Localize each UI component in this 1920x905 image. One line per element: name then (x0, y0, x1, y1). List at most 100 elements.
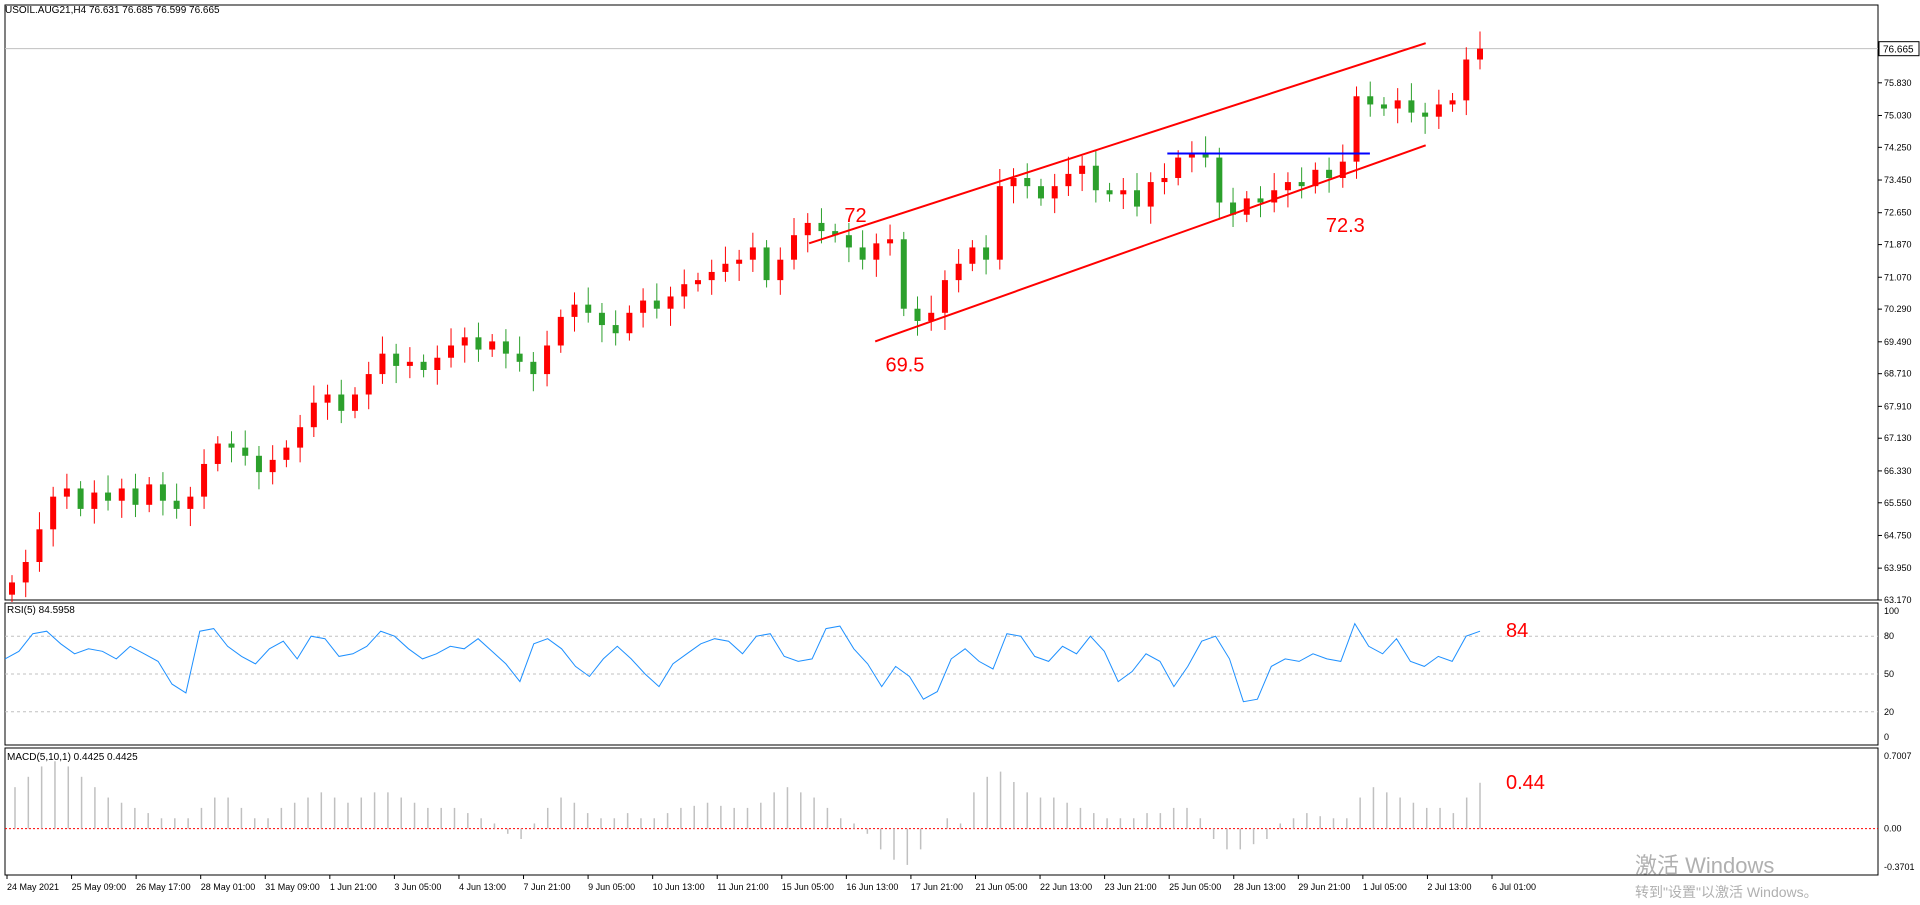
channel-upper-line (808, 42, 1426, 245)
price-tick-label: 71.070 (1884, 272, 1912, 282)
candle-body (1037, 186, 1044, 199)
candle-body (1147, 182, 1154, 207)
last-price-box (1878, 41, 1920, 57)
time-tick-label: 28 May 01:00 (201, 882, 256, 892)
candle-body (928, 312, 935, 321)
candle-body (749, 247, 756, 260)
time-tick-label: 25 May 09:00 (72, 882, 127, 892)
time-tick-label: 4 Jun 13:00 (459, 882, 506, 892)
candle-body (105, 492, 112, 501)
candle-body (434, 357, 441, 370)
time-tick-label: 2 Jul 13:00 (1427, 882, 1471, 892)
candle-body (242, 447, 249, 456)
price-tick-label: 69.490 (1884, 337, 1912, 347)
candle-body (1380, 104, 1387, 109)
price-tick-label: 64.750 (1884, 530, 1912, 540)
price-panel-frame (4, 4, 1879, 601)
candle-body (420, 361, 427, 370)
candle-body (1106, 190, 1113, 195)
time-tick-label: 6 Jul 01:00 (1492, 882, 1536, 892)
candle-body (777, 259, 784, 281)
candle-body (1477, 48, 1483, 60)
candle-body (1010, 177, 1017, 187)
candle-body (941, 280, 948, 313)
candle-body (1216, 157, 1223, 203)
candle-body (1065, 173, 1072, 187)
candle-body (859, 247, 866, 260)
candle-body (310, 402, 317, 428)
candle-body (1161, 177, 1168, 183)
candle-body (1051, 186, 1058, 199)
candle-body (1463, 59, 1470, 101)
candle-body (50, 496, 57, 530)
candle-body (338, 394, 345, 411)
time-tick-label: 31 May 09:00 (265, 882, 320, 892)
candle-body (763, 247, 770, 281)
candle-body (91, 492, 98, 509)
candle-body (1271, 190, 1278, 203)
time-tick-label: 23 Jun 21:00 (1105, 882, 1157, 892)
time-tick-label: 26 May 17:00 (136, 882, 191, 892)
watermark-line1: 激活 Windows (1635, 853, 1775, 878)
candle-body (1367, 96, 1374, 105)
candle-body (1079, 165, 1086, 174)
price-tick-label: 75.830 (1884, 78, 1912, 88)
candle-body (283, 447, 290, 460)
candle-body (996, 186, 1003, 260)
time-tick-label: 16 Jun 13:00 (846, 882, 898, 892)
candle-body (297, 427, 304, 448)
candle-body (502, 341, 509, 354)
price-tick-label: 74.250 (1884, 142, 1912, 152)
candle-body (406, 361, 413, 366)
candle-body (571, 304, 578, 317)
candle-body (228, 443, 235, 448)
candle-body (63, 488, 70, 497)
price-tick-label: 73.450 (1884, 175, 1912, 185)
rsi-label: RSI(5) 84.5958 (7, 605, 75, 616)
candle-body (475, 337, 482, 350)
candle-body (77, 488, 84, 509)
candle-body (736, 259, 743, 264)
time-tick-label: 21 Jun 05:00 (975, 882, 1027, 892)
candle-body (887, 239, 894, 244)
time-tick-label: 3 Jun 05:00 (394, 882, 441, 892)
price-tick-label: 66.330 (1884, 466, 1912, 476)
price-tick-label: 71.870 (1884, 240, 1912, 250)
windows-activation-watermark: 激活 Windows 转到"设置"以激活 Windows。 (1635, 848, 1818, 902)
candle-body (845, 235, 852, 248)
time-tick-label: 1 Jun 21:00 (330, 882, 377, 892)
candle-body (1298, 182, 1305, 187)
candle-body (667, 296, 674, 309)
macd-panel-frame (4, 747, 1879, 876)
channel-lower-line (874, 144, 1427, 343)
time-tick-label: 28 Jun 13:00 (1234, 882, 1286, 892)
candle-body (187, 496, 194, 509)
price-tick-label: 75.030 (1884, 110, 1912, 120)
candle-body (818, 222, 825, 232)
candle-body (118, 488, 125, 501)
price-tick-label: 68.710 (1884, 369, 1912, 379)
candle-body (1408, 100, 1415, 113)
time-tick-label: 22 Jun 13:00 (1040, 882, 1092, 892)
candle-body (626, 312, 633, 334)
time-tick-label: 10 Jun 13:00 (653, 882, 705, 892)
candle-body (557, 316, 564, 346)
rsi-line (4, 622, 1481, 703)
candle-body (653, 300, 660, 309)
price-tick-label: 65.550 (1884, 498, 1912, 508)
candle-body (900, 239, 907, 309)
candle-body (969, 247, 976, 264)
candle-body (1339, 161, 1346, 178)
candle-body (612, 325, 619, 334)
candle-body (1230, 202, 1237, 215)
rsi-tick-label: 80 (1884, 631, 1894, 641)
rsi-annotation: 84 (1506, 620, 1528, 642)
time-tick-label: 17 Jun 21:00 (911, 882, 963, 892)
candle-body (516, 353, 523, 362)
candle-body (393, 353, 400, 366)
time-tick-label: 7 Jun 21:00 (524, 882, 571, 892)
candle-body (1353, 96, 1360, 162)
candle-body (681, 284, 688, 297)
candle-body (214, 443, 221, 464)
